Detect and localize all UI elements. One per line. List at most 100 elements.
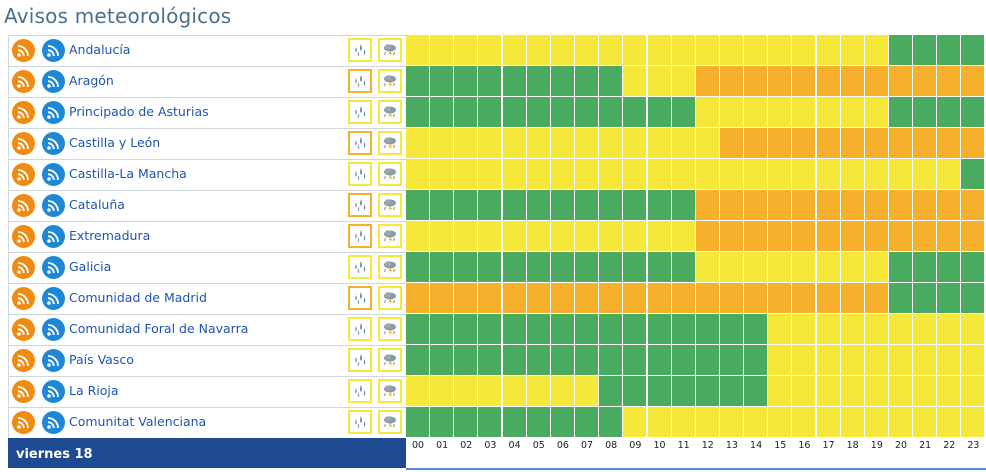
hour-cell[interactable]	[768, 35, 793, 66]
hour-cell[interactable]	[889, 35, 913, 66]
hour-cell[interactable]	[961, 128, 986, 159]
hour-cell[interactable]	[550, 97, 575, 128]
rss-feed-icon[interactable]	[12, 39, 35, 62]
region-link[interactable]: País Vasco	[69, 352, 134, 367]
storm-cloud-icon[interactable]	[378, 162, 402, 186]
hour-cell[interactable]	[647, 314, 672, 345]
hour-cell[interactable]	[502, 407, 527, 438]
hour-cell[interactable]	[647, 159, 672, 190]
hour-cell[interactable]	[502, 221, 527, 252]
hour-cell[interactable]	[961, 252, 986, 283]
hour-cell[interactable]	[840, 345, 865, 376]
hour-cell[interactable]	[768, 252, 793, 283]
hour-cell[interactable]	[430, 283, 455, 314]
hour-cell[interactable]	[816, 345, 841, 376]
rain-drops-icon[interactable]	[348, 286, 372, 310]
hour-cell[interactable]	[671, 345, 696, 376]
hour-cell[interactable]	[889, 128, 913, 159]
hour-cell[interactable]	[792, 128, 817, 159]
hour-cell[interactable]	[623, 345, 648, 376]
hour-cell[interactable]	[623, 314, 648, 345]
rss-feed-alt-icon[interactable]	[42, 163, 65, 186]
region-link[interactable]: Extremadura	[69, 228, 151, 243]
hour-cell[interactable]	[889, 159, 913, 190]
storm-cloud-icon[interactable]	[378, 193, 402, 217]
hour-cell[interactable]	[575, 407, 600, 438]
hour-cell[interactable]	[744, 221, 769, 252]
hour-cell[interactable]	[719, 190, 744, 221]
hour-cell[interactable]	[599, 35, 624, 66]
hour-cell[interactable]	[526, 221, 551, 252]
hour-cell[interactable]	[478, 376, 503, 407]
hour-cell[interactable]	[937, 407, 962, 438]
hour-cell[interactable]	[430, 345, 455, 376]
hour-cell[interactable]	[599, 252, 624, 283]
hour-cell[interactable]	[913, 35, 938, 66]
hour-cell[interactable]	[526, 314, 551, 345]
hour-cell[interactable]	[937, 376, 962, 407]
hour-cell[interactable]	[840, 283, 865, 314]
hour-cell[interactable]	[526, 159, 551, 190]
hour-cell[interactable]	[406, 283, 430, 314]
hour-cell[interactable]	[768, 221, 793, 252]
region-link[interactable]: Principado de Asturias	[69, 104, 209, 119]
hour-cell[interactable]	[889, 97, 913, 128]
hour-cell[interactable]	[744, 66, 769, 97]
rss-feed-icon[interactable]	[12, 70, 35, 93]
rss-feed-alt-icon[interactable]	[42, 39, 65, 62]
hour-cell[interactable]	[406, 221, 430, 252]
hour-cell[interactable]	[937, 283, 962, 314]
hour-cell[interactable]	[864, 407, 889, 438]
hour-cell[interactable]	[937, 35, 962, 66]
hour-cell[interactable]	[913, 66, 938, 97]
rss-feed-icon[interactable]	[12, 256, 35, 279]
hour-cell[interactable]	[792, 314, 817, 345]
rss-feed-icon[interactable]	[12, 194, 35, 217]
hour-cell[interactable]	[502, 35, 527, 66]
hour-cell[interactable]	[744, 190, 769, 221]
hour-cell[interactable]	[575, 252, 600, 283]
hour-cell[interactable]	[719, 35, 744, 66]
hour-cell[interactable]	[816, 97, 841, 128]
hour-cell[interactable]	[526, 190, 551, 221]
hour-cell[interactable]	[695, 283, 720, 314]
hour-cell[interactable]	[719, 314, 744, 345]
hour-cell[interactable]	[913, 159, 938, 190]
hour-cell[interactable]	[816, 407, 841, 438]
hour-cell[interactable]	[623, 97, 648, 128]
hour-cell[interactable]	[816, 221, 841, 252]
hour-cell[interactable]	[864, 35, 889, 66]
hour-cell[interactable]	[454, 159, 479, 190]
hour-cell[interactable]	[792, 66, 817, 97]
hour-cell[interactable]	[864, 66, 889, 97]
hour-cell[interactable]	[599, 128, 624, 159]
hour-cell[interactable]	[695, 35, 720, 66]
hour-cell[interactable]	[864, 97, 889, 128]
hour-cell[interactable]	[550, 407, 575, 438]
hour-cell[interactable]	[792, 221, 817, 252]
hour-cell[interactable]	[816, 314, 841, 345]
hour-cell[interactable]	[478, 283, 503, 314]
hour-cell[interactable]	[937, 221, 962, 252]
rss-feed-icon[interactable]	[12, 380, 35, 403]
hour-cell[interactable]	[502, 159, 527, 190]
hour-cell[interactable]	[430, 35, 455, 66]
hour-cell[interactable]	[671, 221, 696, 252]
region-link[interactable]: Aragón	[69, 73, 114, 88]
hour-cell[interactable]	[792, 376, 817, 407]
storm-cloud-icon[interactable]	[378, 379, 402, 403]
hour-cell[interactable]	[840, 159, 865, 190]
hour-cell[interactable]	[695, 66, 720, 97]
hour-cell[interactable]	[889, 345, 913, 376]
hour-cell[interactable]	[792, 190, 817, 221]
hour-cell[interactable]	[816, 35, 841, 66]
hour-cell[interactable]	[744, 407, 769, 438]
hour-cell[interactable]	[937, 345, 962, 376]
hour-cell[interactable]	[406, 159, 430, 190]
hour-cell[interactable]	[454, 314, 479, 345]
hour-cell[interactable]	[406, 128, 430, 159]
hour-cell[interactable]	[864, 221, 889, 252]
hour-cell[interactable]	[889, 252, 913, 283]
hour-cell[interactable]	[599, 376, 624, 407]
hour-cell[interactable]	[937, 97, 962, 128]
